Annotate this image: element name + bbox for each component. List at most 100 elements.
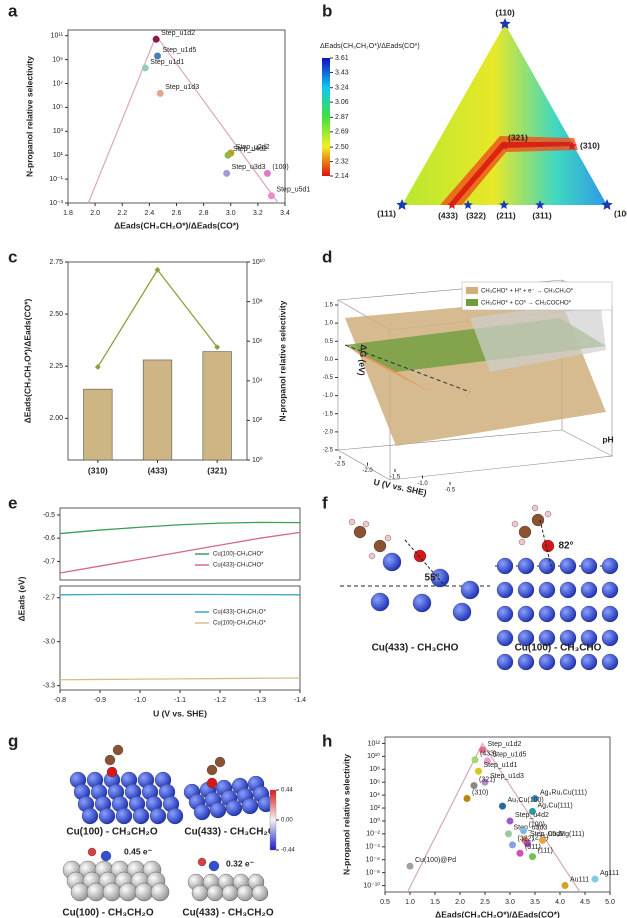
panel-label: h: [322, 731, 332, 750]
legend-label: Cu(433)-CH₃CH₂O*: [213, 610, 266, 616]
y-tick-label: 10⁻¹: [49, 176, 63, 183]
y-axis-label: ΔEads(CH₃CH₂O*)/ΔEads(CO*): [22, 298, 32, 423]
y-tick-label: 10⁶: [252, 338, 263, 345]
caption: Cu(100) - CH₃CH₂O: [66, 827, 158, 838]
point-label: (322): [518, 836, 534, 843]
atom: [538, 581, 556, 599]
atom: [601, 581, 619, 599]
point: [471, 756, 479, 764]
atom: [251, 884, 269, 902]
line: [59, 531, 301, 574]
atom: [348, 518, 356, 526]
x-tick-label: -1.2: [214, 697, 226, 704]
y-tick-label: 1.5: [325, 303, 334, 309]
point: [141, 64, 149, 72]
atom: [538, 653, 556, 671]
point-label: Step_u1d5: [163, 47, 197, 54]
atom: [370, 592, 390, 612]
y-tick-label: -0.5: [323, 375, 334, 381]
point: [152, 35, 160, 43]
point: [481, 778, 489, 786]
point-label: (310): [472, 789, 488, 796]
atom: [517, 581, 535, 599]
y-tick-label: 10⁰: [369, 817, 380, 825]
ternary-field: [402, 24, 607, 205]
point: [499, 802, 506, 810]
point-label: Ag₁Cu(111): [538, 802, 573, 809]
atom: [241, 797, 259, 815]
point: [509, 841, 516, 849]
star-marker: [499, 141, 509, 150]
x-tick-label: 2.6: [172, 210, 182, 217]
star-marker: [567, 141, 577, 150]
y-tick-label: 0.5: [325, 339, 334, 345]
atom: [104, 754, 116, 766]
atom: [206, 764, 218, 776]
point-label: (100): [272, 164, 288, 171]
atom: [517, 653, 535, 671]
atom: [517, 605, 535, 623]
y-tick-label: -1.5: [323, 411, 334, 417]
legend-box: [461, 281, 613, 311]
angle-line: [539, 519, 553, 571]
point-label: Step_u5d1: [530, 831, 564, 838]
point: [520, 827, 527, 835]
x-tick-label: 3.0: [505, 899, 515, 906]
plot-frame: [59, 507, 301, 581]
y-tick-label: 10¹⁰: [367, 752, 380, 760]
caption: Cu(433) - CH₃CH₂O: [184, 827, 276, 838]
y-tick-label: 10⁰: [252, 456, 263, 464]
point-label: Au₁Cu(100): [508, 797, 544, 804]
x-tick-label: -1.4: [294, 697, 306, 704]
atom: [115, 807, 133, 825]
point-label: Step_u1d1: [150, 59, 184, 66]
point-label: Ag111: [600, 870, 619, 877]
panel-label: c: [8, 247, 17, 266]
y-tick-label: 2.14: [335, 173, 349, 180]
point-label: Step_u4d2: [515, 812, 549, 819]
caption: Cu(433) - CH₃CHO: [372, 643, 459, 654]
y-tick-label: -2.7: [43, 595, 55, 602]
x-tick-label: 1.0: [405, 899, 415, 906]
y-tick-label: 10⁴: [252, 378, 263, 385]
x-tick-label: -2.0: [362, 468, 373, 474]
point-label: Step_u1d3: [165, 84, 199, 91]
x-tick-label: -1.0: [417, 481, 428, 487]
point: [591, 875, 599, 883]
atom: [206, 884, 224, 902]
atom: [362, 520, 370, 528]
y-tick-label: 10²: [370, 805, 381, 812]
point-label: Step_u5d1: [276, 187, 310, 194]
trend-line: [87, 34, 279, 204]
atom: [518, 525, 532, 539]
line: [59, 677, 301, 681]
point: [154, 52, 162, 60]
atom: [112, 744, 124, 756]
y-axis-label: N-propanol relative selectivity: [24, 56, 34, 177]
y-tick-label: 10⁻⁴: [366, 844, 381, 851]
atom: [132, 807, 150, 825]
point: [529, 853, 536, 861]
atom: [538, 605, 556, 623]
atom: [87, 847, 97, 857]
atom: [580, 557, 598, 575]
x-tick-label: 3.2: [253, 210, 263, 217]
point-label: Step_u3d3: [232, 164, 266, 171]
point: [463, 795, 471, 803]
y-axis-label: N-propanol relative selectivity: [341, 754, 351, 875]
legend-label: Cu(100)-CH₃CHO*: [213, 552, 264, 558]
star-marker: [601, 199, 613, 210]
atom: [559, 581, 577, 599]
star-marker: [463, 200, 473, 209]
point-label: (321): [479, 776, 495, 783]
panel-label: g: [8, 731, 18, 750]
atom: [538, 557, 556, 575]
atom: [86, 882, 106, 902]
vertex-label: (100): [614, 208, 627, 218]
y-tick-label: -0.6: [43, 535, 55, 542]
atom: [531, 513, 545, 527]
y-tick-label: 10⁴: [369, 792, 380, 799]
y-tick-label: 10⁻²: [366, 831, 380, 838]
atom: [601, 557, 619, 575]
atom: [496, 629, 514, 647]
